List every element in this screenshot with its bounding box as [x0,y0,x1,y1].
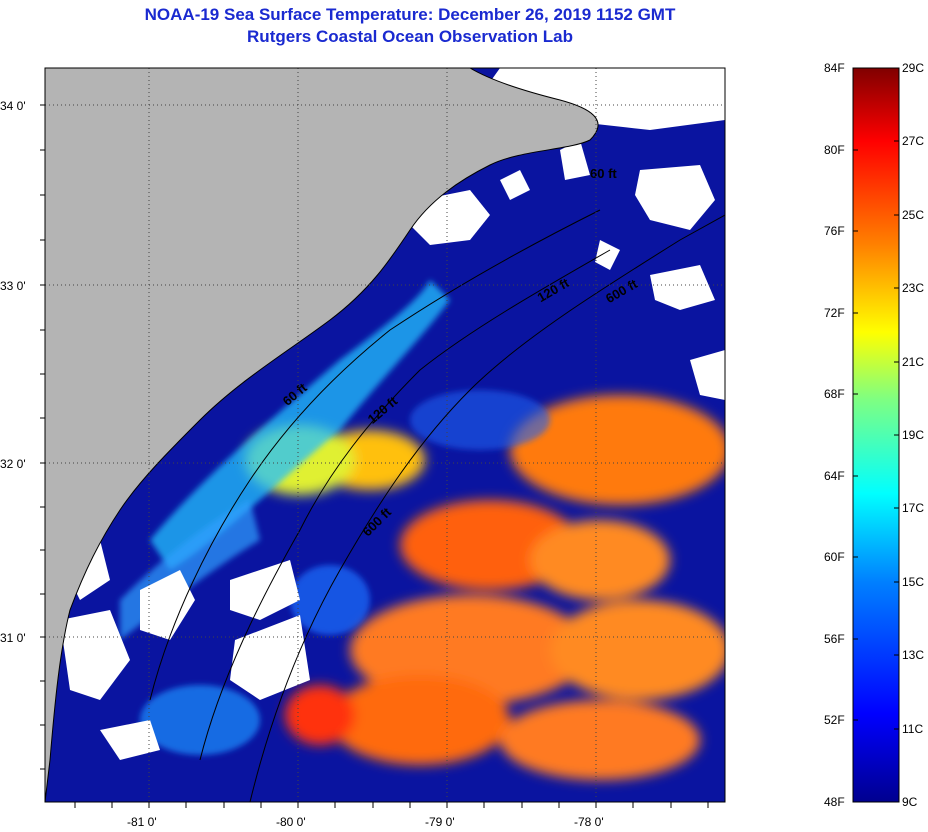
coastline-land [45,68,599,802]
colorbar-c-label: 9C [902,795,918,809]
colorbar-ticks [853,67,899,803]
lon-ticks [74,802,709,808]
colorbar-f-label: 56F [824,632,845,646]
contour-label: 60 ft [590,166,617,181]
colorbar-c-label: 23C [902,281,924,295]
map-subtitle: Rutgers Coastal Ocean Observation Lab [247,27,573,46]
colorbar-c-label: 13C [902,648,924,662]
colorbar-c-label: 25C [902,208,924,222]
colorbar [852,67,900,803]
colorbar-f-label: 72F [824,306,845,320]
colorbar-f-label: 68F [824,387,845,401]
lon-label: -79 0' [425,815,455,829]
lat-lon-grid [45,68,725,802]
colorbar-c-label: 21C [902,355,924,369]
lat-label: 31 0' [0,631,26,645]
lat-ticks [40,104,45,770]
colorbar-f-label: 52F [824,713,845,727]
colorbar-c-label: 19C [902,428,924,442]
colorbar-c-label: 29C [902,61,924,75]
map-title: NOAA-19 Sea Surface Temperature: Decembe… [144,5,676,24]
lon-label: -81 0' [127,815,157,829]
colorbar-c-label: 11C [902,722,923,736]
sst-warm-patches [245,395,725,780]
lat-label: 33 0' [0,279,26,293]
colorbar-c-label: 17C [902,501,924,515]
colorbar-f-label: 64F [824,469,845,483]
colorbar-f-label: 48F [824,795,845,809]
lon-label: -78 0' [574,815,604,829]
lat-label: 32 0' [0,457,26,471]
map-frame [44,67,726,803]
colorbar-f-label: 76F [824,224,845,238]
colorbar-f-label: 84F [824,61,845,75]
colorbar-f-label: 60F [824,550,845,564]
cloud-cover [60,68,725,760]
colorbar-c-label: 15C [902,575,924,589]
colorbar-f-label: 80F [824,143,845,157]
lat-label: 34 0' [0,99,26,113]
colorbar-c-label: 27C [902,134,924,148]
depth-contours [149,209,725,802]
lon-label: -80 0' [276,815,306,829]
